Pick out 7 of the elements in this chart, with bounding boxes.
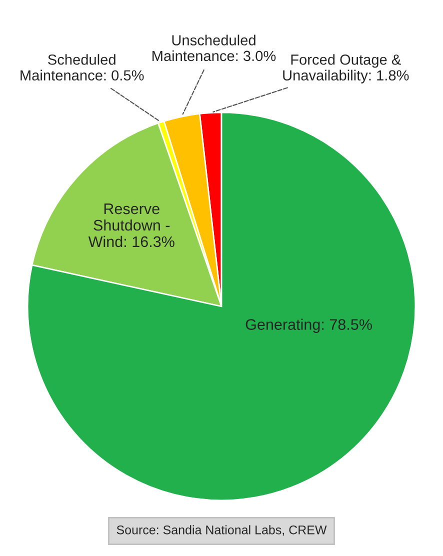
slice-label: Unscheduled Maintenance: 3.0% (152, 34, 276, 62)
source-note: Source: Sandia National Labs, CREW (116, 525, 327, 536)
slice-label: Generating: 78.5% (246, 318, 372, 333)
slice-label: Reserve Shutdown - Wind: 16.3% (88, 204, 174, 248)
slice-label: Scheduled Maintenance: 0.5% (20, 54, 144, 81)
slice-label: Forced Outage & Unavailability: 1.8% (283, 54, 409, 84)
pie-slice (26, 112, 416, 502)
